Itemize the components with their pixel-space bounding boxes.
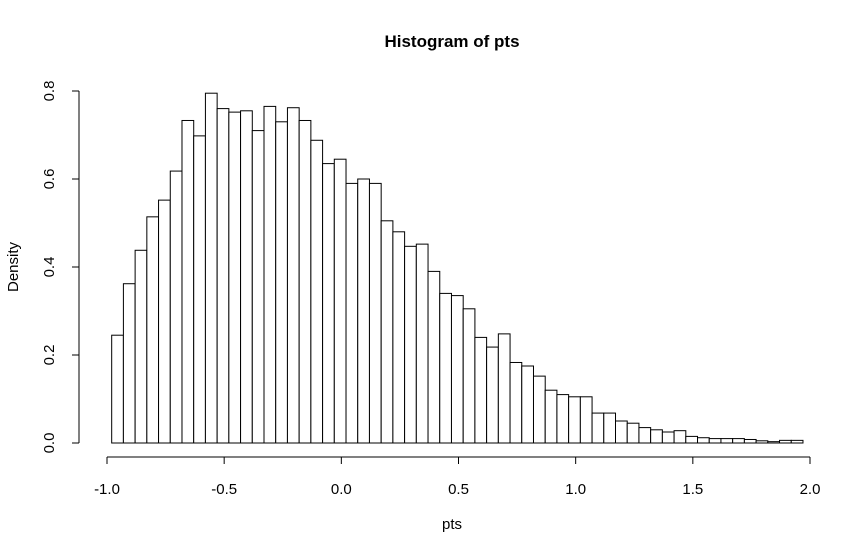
histogram-bar: [392, 231, 406, 444]
histogram-bar: [275, 121, 288, 444]
histogram-bar: [146, 216, 160, 444]
histogram-bar: [228, 111, 242, 444]
histogram-bar: [732, 438, 745, 444]
histogram-bar: [720, 438, 734, 444]
histogram-bar: [111, 334, 124, 444]
histogram-bar: [462, 308, 476, 444]
histogram-bar: [158, 199, 171, 444]
histogram-bar: [216, 108, 230, 444]
histogram-bar: [474, 336, 488, 444]
x-tick-label: 1.5: [682, 481, 703, 498]
histogram-bar: [310, 139, 324, 444]
histogram-bar: [322, 163, 335, 444]
x-tick-label: -1.0: [94, 481, 120, 498]
histogram-bar: [298, 119, 312, 444]
histogram-bar: [263, 105, 277, 444]
histogram-bar: [568, 396, 581, 444]
histogram-bar: [134, 249, 148, 444]
histogram-bar: [345, 182, 359, 444]
histogram-bar: [415, 243, 429, 444]
histogram-bar: [240, 110, 253, 444]
histogram-bar: [486, 346, 499, 444]
histogram-bar: [673, 430, 687, 444]
histogram-bar: [615, 420, 628, 444]
x-tick-label: 0.0: [331, 481, 352, 498]
histogram-bar: [779, 439, 792, 444]
histogram-bar: [661, 431, 675, 444]
histogram-bar: [532, 375, 546, 444]
histogram-bar: [650, 429, 663, 444]
histogram-bar: [439, 292, 452, 444]
histogram-bar: [204, 92, 218, 444]
histogram-bar: [743, 438, 757, 444]
histogram-bar: [790, 439, 804, 444]
histogram-bar: [193, 135, 206, 444]
histogram-bar: [368, 182, 382, 444]
x-tick-label: 2.0: [800, 481, 821, 498]
chart-title: Histogram of pts: [384, 32, 519, 51]
y-tick-label: 0.2: [41, 345, 58, 366]
histogram-bar: [404, 245, 417, 444]
histogram-bar: [333, 158, 347, 444]
histogram-bar: [380, 220, 394, 444]
histogram-bar: [638, 427, 652, 444]
histogram-bar: [685, 435, 699, 444]
x-tick-label: 0.5: [448, 481, 469, 498]
histogram-bar: [626, 422, 640, 444]
histogram-bar: [122, 283, 136, 444]
histogram-bar: [251, 130, 265, 444]
y-tick-label: 0.4: [41, 257, 58, 278]
histogram-bar: [544, 389, 558, 444]
histogram-bar: [509, 361, 523, 444]
histogram-bar: [497, 333, 511, 444]
histogram-bar: [181, 119, 195, 444]
histogram-bar: [579, 396, 593, 444]
histogram-bar: [708, 438, 722, 444]
x-axis-label: pts: [442, 516, 462, 533]
histogram-bar: [767, 441, 781, 444]
histogram-bar: [591, 412, 605, 444]
y-axis: 0.0 0.2 0.4 0.6 0.8: [41, 81, 80, 454]
histogram-bar: [357, 178, 370, 444]
y-tick-label: 0.8: [41, 81, 58, 102]
y-axis-label: Density: [5, 241, 22, 292]
y-tick-label: 0.0: [41, 433, 58, 454]
histogram-bar: [755, 440, 769, 444]
histogram-bar: [603, 412, 617, 444]
histogram-bar: [556, 394, 570, 444]
x-tick-label: 1.0: [565, 481, 586, 498]
x-tick-label: -0.5: [211, 481, 237, 498]
histogram-bar: [697, 437, 710, 444]
y-tick-label: 0.6: [41, 169, 58, 190]
histogram-bar: [427, 270, 441, 444]
histogram-bar: [450, 295, 464, 444]
histogram-bar: [521, 365, 534, 444]
histogram-bar: [169, 170, 183, 444]
histogram-bar: [286, 107, 300, 444]
bars-group: [111, 92, 804, 444]
x-axis: -1.0 -0.5 0.0 0.5 1.0 1.5 2.0: [94, 456, 821, 498]
